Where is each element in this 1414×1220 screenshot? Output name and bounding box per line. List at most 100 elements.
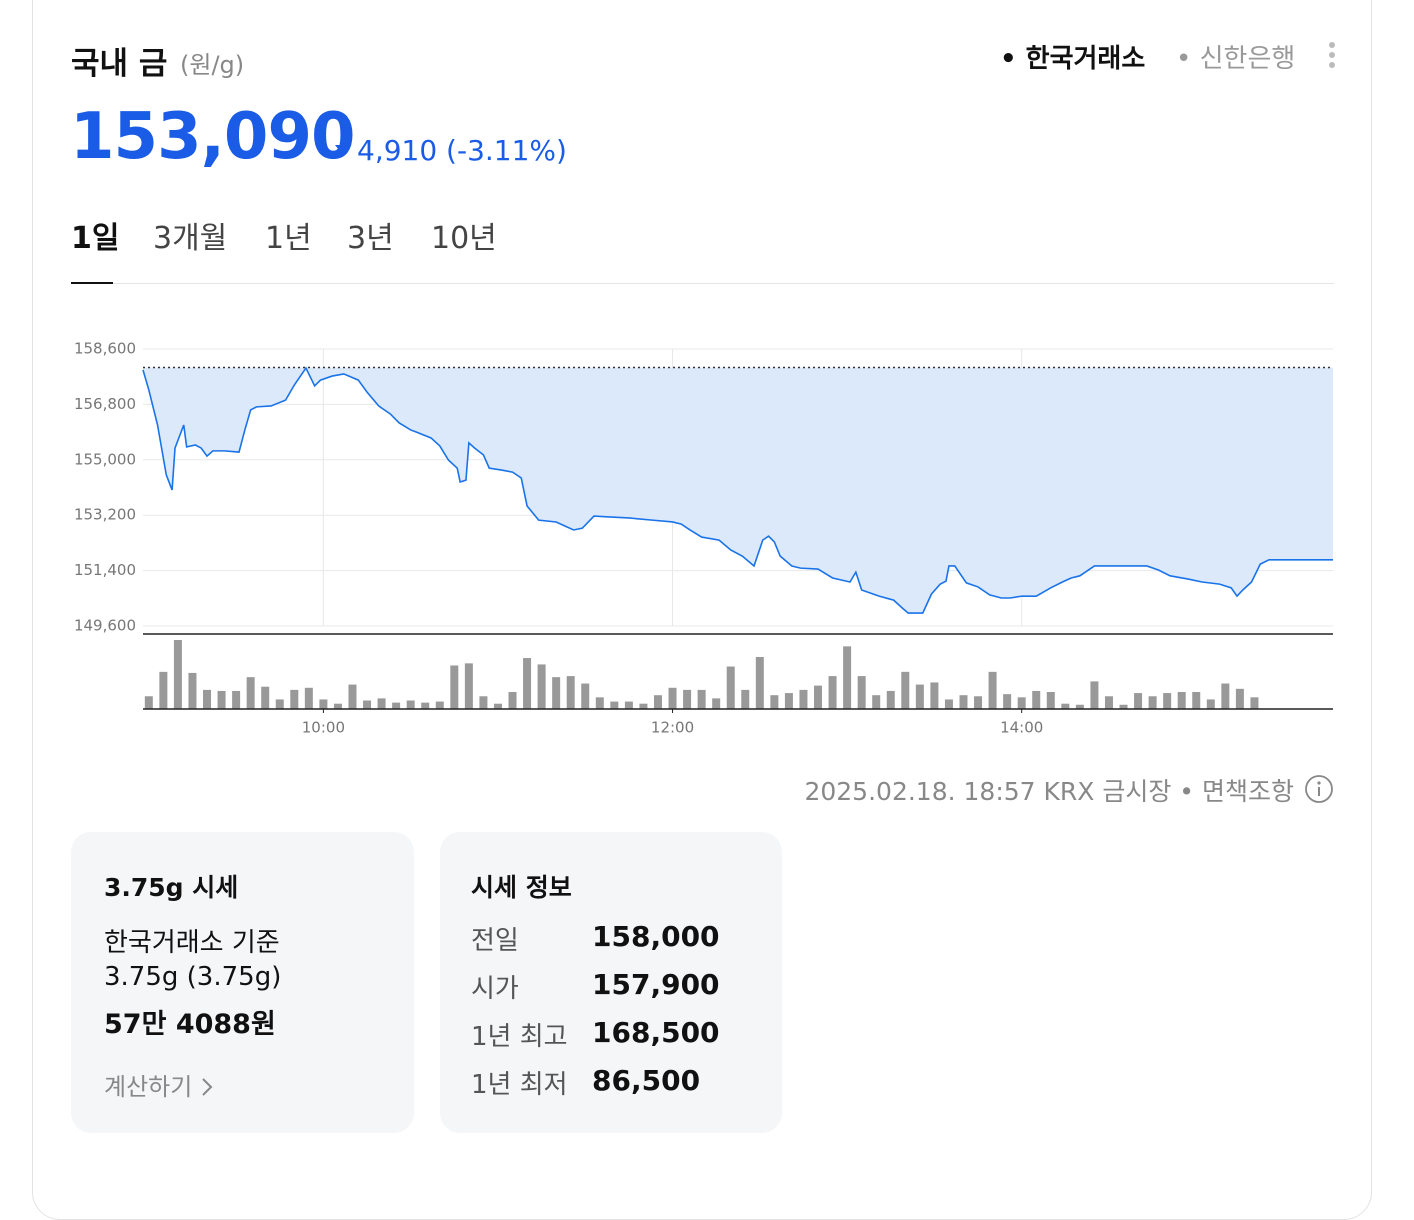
period-tab[interactable]: 10년 bbox=[431, 221, 497, 256]
volume-bar bbox=[1177, 692, 1186, 709]
volume-bar bbox=[523, 658, 532, 709]
volume-bar bbox=[1192, 692, 1201, 709]
volume-bar bbox=[552, 677, 561, 709]
volume-bar bbox=[1046, 692, 1055, 709]
info-icon[interactable] bbox=[1304, 774, 1334, 804]
volume-bar bbox=[1250, 697, 1259, 709]
volume-bar bbox=[901, 671, 910, 709]
volume-bar bbox=[1148, 696, 1157, 709]
disclaimer[interactable]: 면책조항 bbox=[1201, 777, 1294, 806]
volume-bar bbox=[872, 695, 881, 709]
volume-bar bbox=[814, 685, 823, 709]
volume-bar bbox=[304, 687, 313, 709]
volume-bar bbox=[232, 690, 241, 709]
volume-bar bbox=[173, 640, 182, 709]
timestamp: 2025.02.18. 18:57 KRX 금시장 • 면책조항 bbox=[804, 777, 1294, 806]
period-tab[interactable]: 1년 bbox=[265, 221, 312, 256]
source-tab[interactable]: • 신한은행 bbox=[1176, 44, 1296, 74]
volume-bar bbox=[770, 695, 779, 709]
y-tick-label: 156,800 bbox=[74, 395, 136, 413]
volume-bar bbox=[246, 677, 255, 709]
row-value: 86,500 bbox=[592, 1064, 701, 1097]
volume-bar bbox=[333, 703, 342, 709]
volume-bar bbox=[915, 684, 924, 709]
volume-bar bbox=[479, 696, 488, 709]
period-tab[interactable]: 3개월 bbox=[153, 221, 228, 256]
volume-bar bbox=[741, 689, 750, 709]
volume-bar bbox=[363, 700, 372, 709]
volume-bar bbox=[1104, 696, 1113, 709]
price: 153,090 bbox=[70, 100, 355, 174]
row-label: 1년 최저 bbox=[471, 1070, 568, 1100]
volume-bar bbox=[319, 699, 328, 709]
volume-bar bbox=[290, 689, 299, 709]
volume-bar bbox=[1163, 693, 1172, 709]
volume-bar bbox=[1235, 688, 1244, 709]
row-label: 시가 bbox=[471, 974, 519, 1004]
row-value: 157,900 bbox=[592, 968, 720, 1001]
volume-bar bbox=[1221, 683, 1230, 709]
chevron bbox=[202, 1078, 213, 1096]
x-tick-label: 14:00 bbox=[1000, 719, 1043, 737]
unit: (원/g) bbox=[180, 51, 245, 79]
volume-bar bbox=[886, 690, 895, 709]
volume-bar bbox=[188, 672, 197, 709]
card-line: 한국거래소 기준 bbox=[104, 928, 280, 958]
source-label[interactable]: 신한은행 bbox=[1199, 44, 1296, 74]
volume-bar bbox=[1017, 697, 1026, 709]
x-tick-label: 10:00 bbox=[302, 719, 345, 737]
volume-bar bbox=[581, 683, 590, 709]
area bbox=[143, 367, 1333, 614]
volume-bar bbox=[653, 695, 662, 709]
volume-bar bbox=[508, 692, 517, 709]
volume-bar bbox=[566, 676, 575, 709]
volume-bar bbox=[828, 676, 837, 709]
volume-bar bbox=[406, 700, 415, 709]
row-value: 158,000 bbox=[592, 920, 720, 953]
volume-bar bbox=[726, 666, 735, 709]
title: 국내 금 bbox=[71, 46, 168, 82]
x-tick-label: 12:00 bbox=[651, 719, 694, 737]
y-tick-label: 151,400 bbox=[74, 561, 136, 579]
y-tick-label: 158,600 bbox=[74, 340, 136, 358]
volume-bar bbox=[799, 689, 808, 709]
period-tab[interactable]: 1일 bbox=[71, 221, 120, 256]
volume-bar bbox=[275, 699, 284, 709]
row-label: 전일 bbox=[471, 926, 519, 956]
volume-bar bbox=[959, 695, 968, 709]
volume-bar bbox=[930, 682, 939, 709]
down-arrow bbox=[335, 145, 351, 155]
volume-bar bbox=[944, 699, 953, 709]
volume-bar bbox=[1206, 699, 1215, 709]
volume-bar bbox=[988, 671, 997, 709]
volume-bar bbox=[421, 702, 430, 709]
calc-link[interactable]: 계산하기 bbox=[104, 1067, 214, 1102]
volume-bar bbox=[1032, 690, 1041, 709]
volume-bar bbox=[857, 676, 866, 709]
volume-bar bbox=[697, 689, 706, 709]
volume-bar bbox=[1075, 704, 1084, 709]
volume-bar bbox=[348, 684, 357, 709]
link-label[interactable]: 계산하기 bbox=[104, 1073, 193, 1101]
volume-bar bbox=[377, 698, 386, 709]
quote-card: 시세 정보 전일 158,000 시가 157,900 1년 최고 168,500 1년 최… bbox=[440, 832, 782, 1133]
volume-bar bbox=[1090, 681, 1099, 709]
volume-bar bbox=[1003, 694, 1012, 709]
volume-bar bbox=[610, 701, 619, 709]
volume-bar bbox=[1119, 704, 1128, 709]
volume-bar bbox=[493, 703, 502, 709]
volume-bar bbox=[159, 671, 168, 709]
weight-card: 3.75g 시세 한국거래소 기준 3.75g (3.75g) 57만 4088… bbox=[71, 832, 414, 1133]
more-menu[interactable] bbox=[1322, 40, 1342, 72]
volume-bar bbox=[712, 698, 721, 709]
card-title: 시세 정보 bbox=[471, 873, 572, 902]
price-line bbox=[142, 366, 1333, 614]
y-tick-label: 149,600 bbox=[74, 617, 136, 635]
period-tab[interactable]: 3년 bbox=[347, 221, 394, 256]
card-amount: 57만 4088원 bbox=[104, 1009, 276, 1040]
volume-bar bbox=[144, 696, 153, 709]
source-tab[interactable]: • 한국거래소 bbox=[1000, 44, 1146, 74]
source-label[interactable]: 한국거래소 bbox=[1025, 44, 1146, 74]
volume-bar bbox=[784, 693, 793, 709]
volume-bar bbox=[537, 664, 546, 709]
